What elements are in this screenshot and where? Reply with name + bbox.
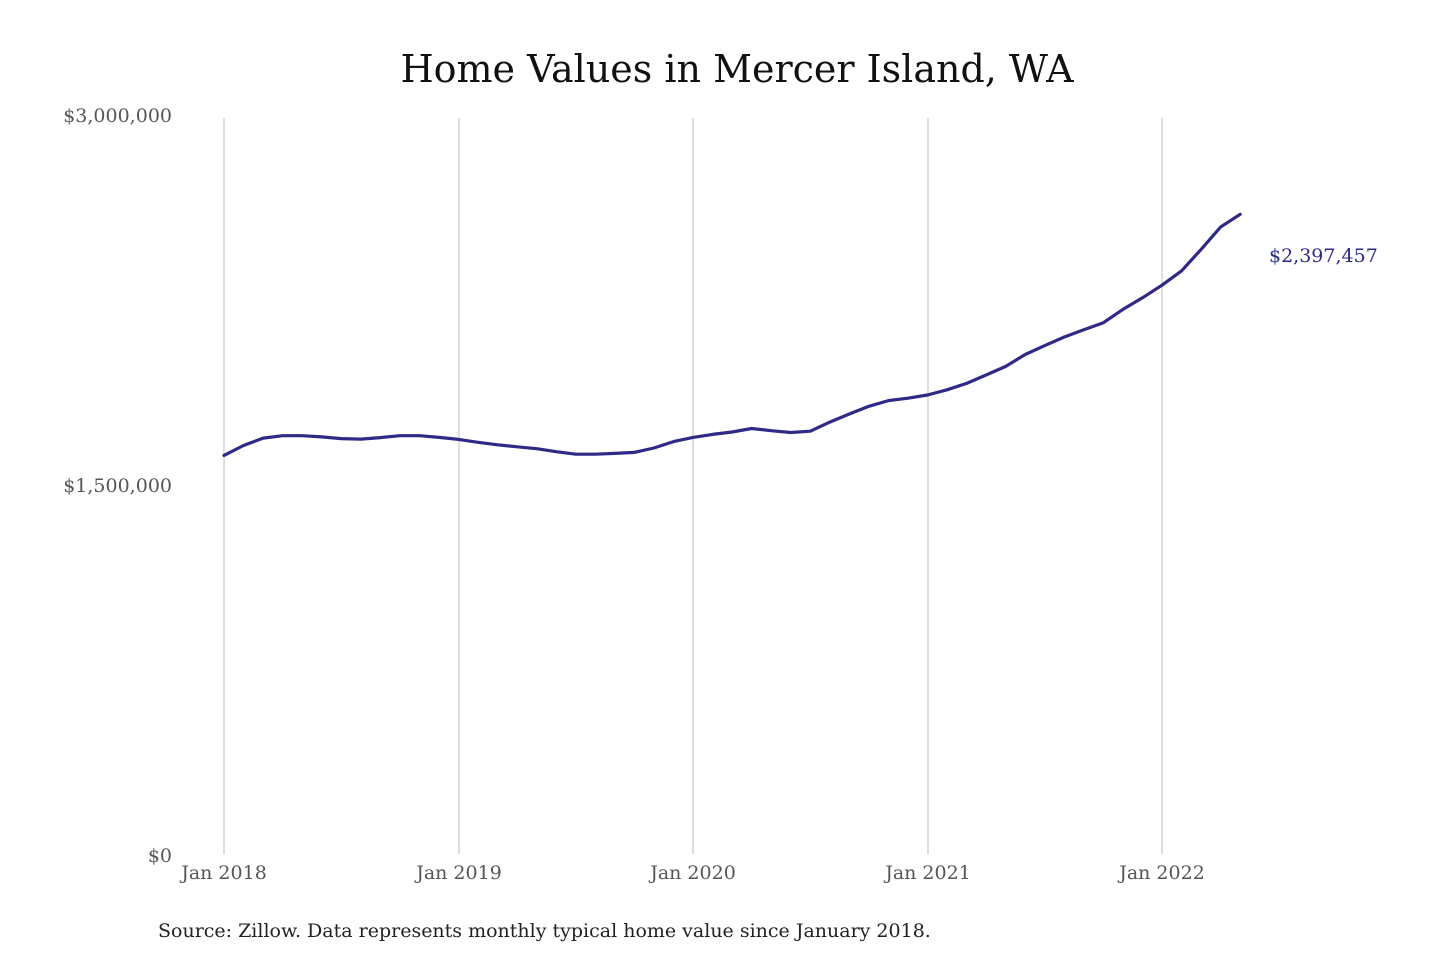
y-tick-label: $1,500,000 (63, 475, 172, 497)
x-tick-label: Jan 2018 (179, 862, 267, 884)
source-note: Source: Zillow. Data represents monthly … (158, 920, 931, 942)
chart-title: Home Values in Mercer Island, WA (400, 47, 1074, 91)
vertical-gridlines (223, 118, 1163, 854)
x-tick-label: Jan 2022 (1117, 862, 1205, 884)
home-value-series-line (222, 212, 1242, 457)
latest-value-label: $2,397,457 (1269, 245, 1378, 267)
x-tick-label: Jan 2021 (883, 862, 971, 884)
y-axis-tick-labels: $0 $1,500,000 $3,000,000 (63, 105, 172, 867)
x-axis-tick-labels: Jan 2018 Jan 2019 Jan 2020 Jan 2021 Jan 2022 (179, 862, 1205, 884)
y-tick-label: $3,000,000 (63, 105, 172, 127)
y-tick-label: $0 (148, 845, 172, 867)
x-tick-label: Jan 2019 (414, 862, 502, 884)
x-tick-label: Jan 2020 (648, 862, 736, 884)
